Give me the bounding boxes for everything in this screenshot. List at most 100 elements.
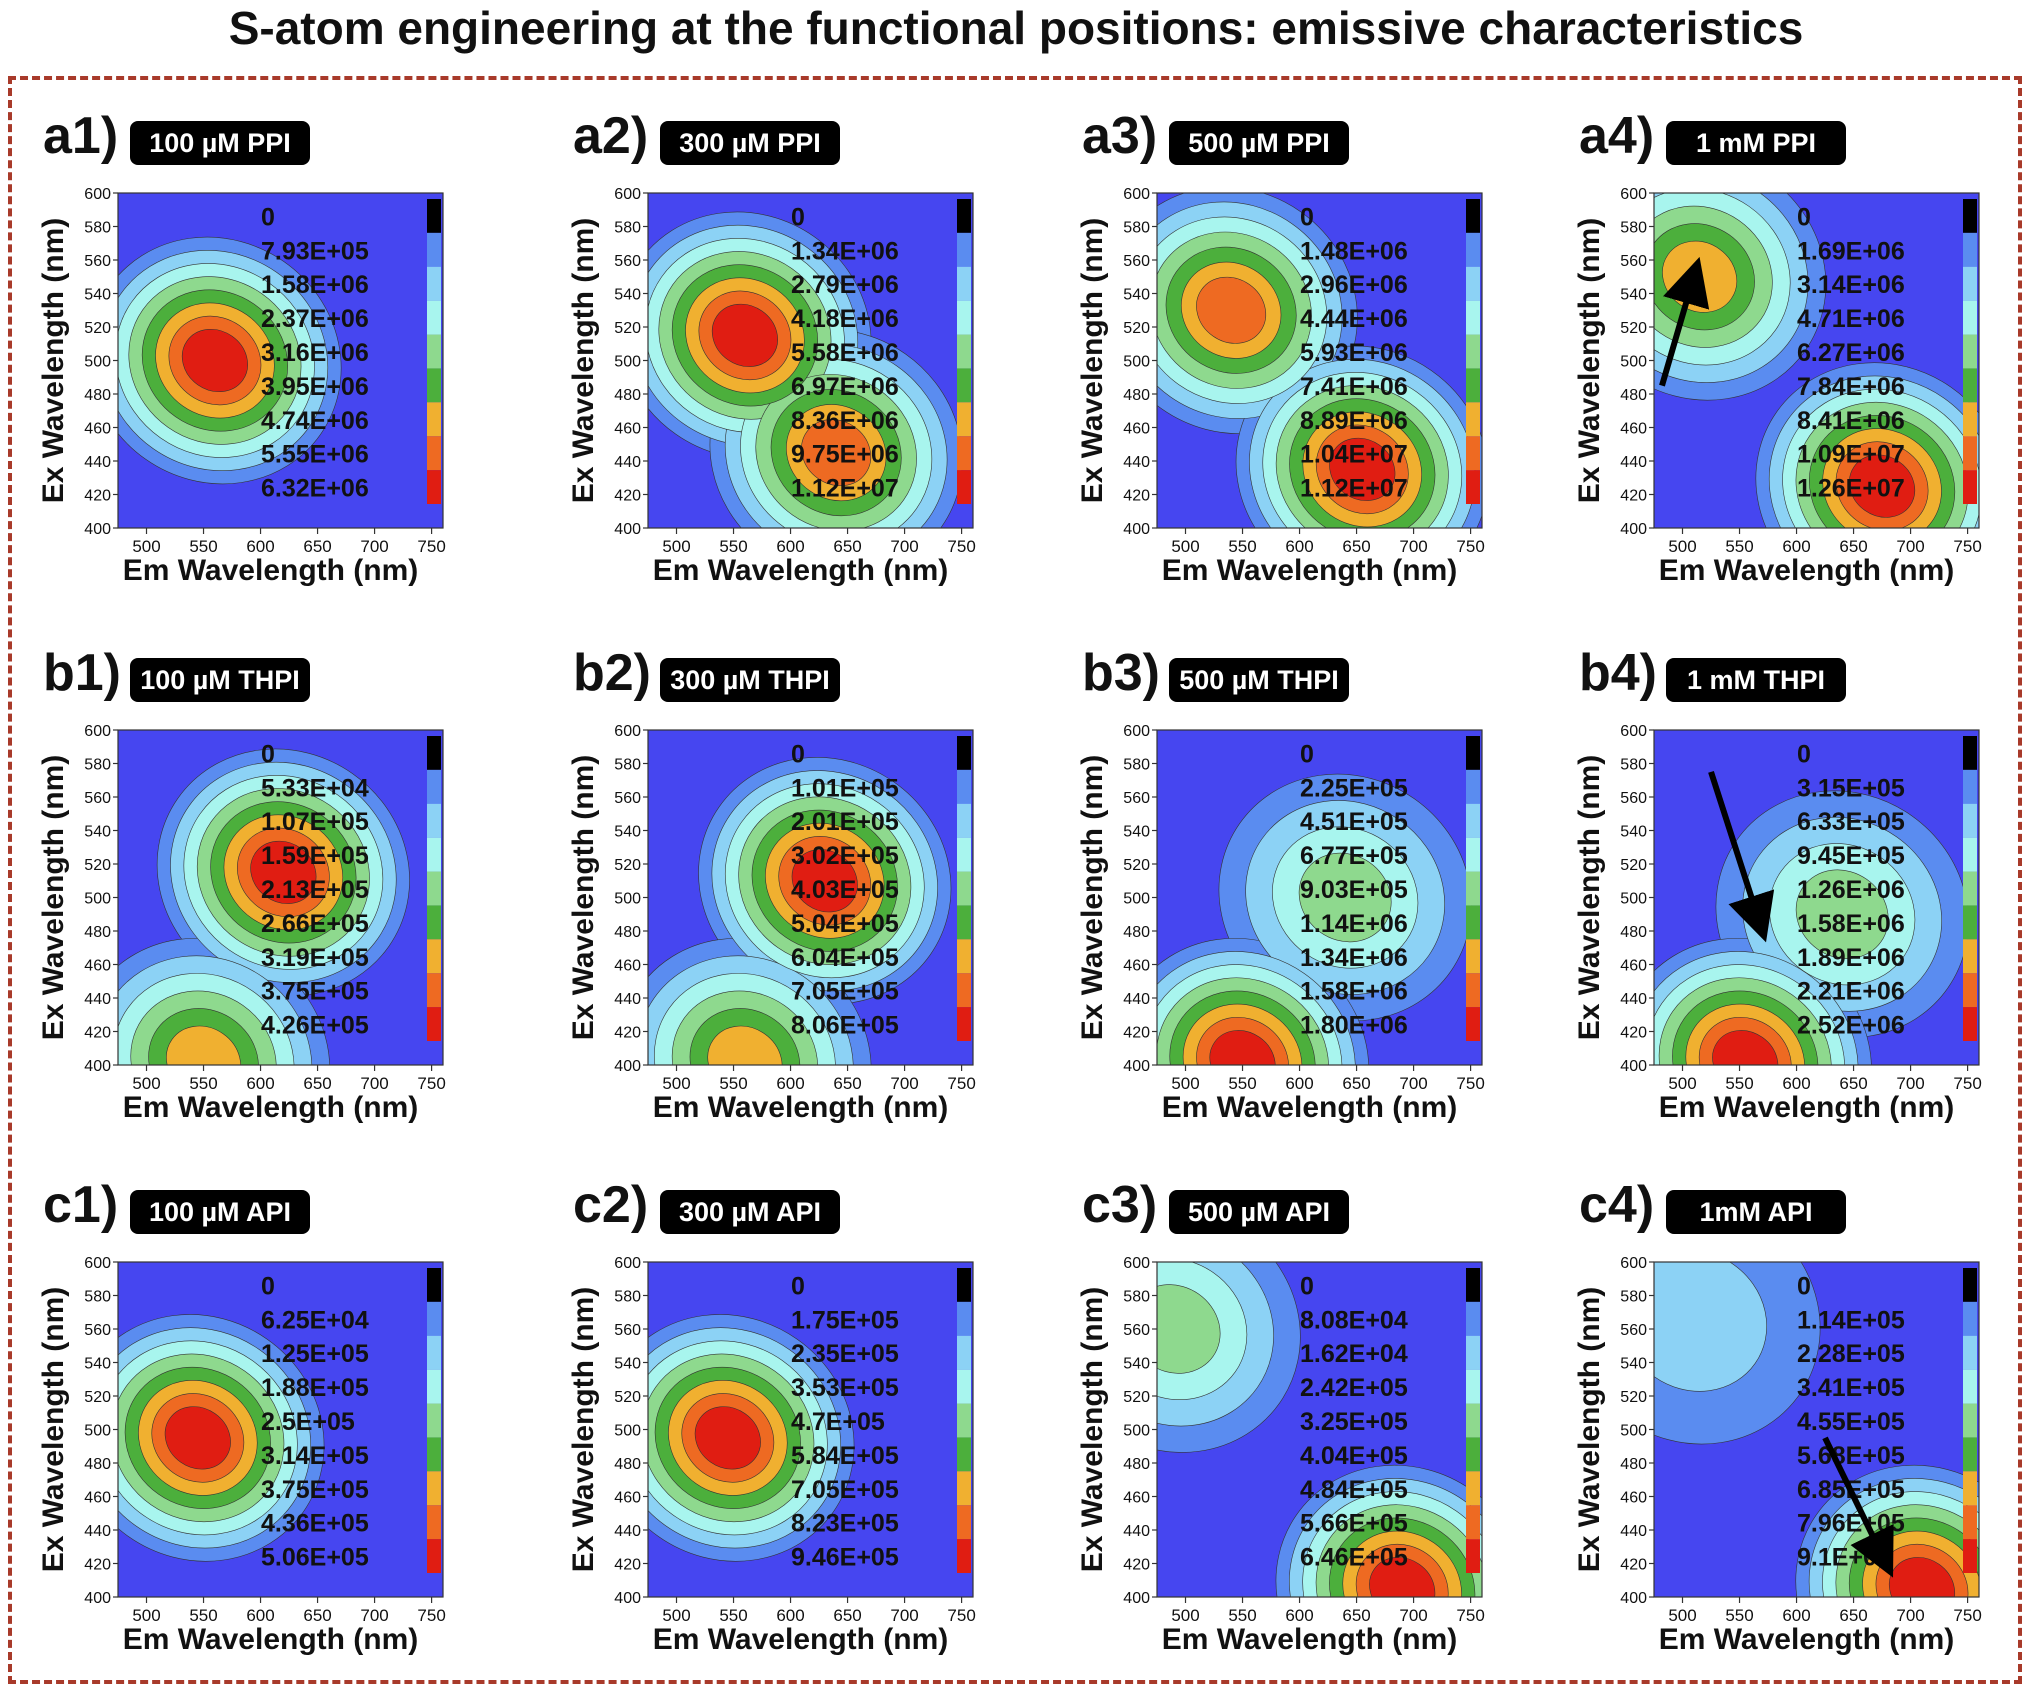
legend-level-label: 5.68E+05 [1797,1442,1905,1470]
legend-level-label: 5.04E+05 [791,910,899,938]
x-tick-label: 750 [1953,537,1981,556]
panel-a3: 0 1.48E+06 2.96E+06 4.44E+06 5.93E+06 7.41E+0… [1076,107,1485,587]
x-tick-label: 650 [1342,1606,1370,1625]
legend-level-label: 4.44E+06 [1300,305,1408,333]
colorbar-swatch [1963,803,1977,838]
legend-level-label: 4.36E+05 [261,1510,369,1538]
colorbar-swatch [1963,470,1977,504]
legend-level-label: 2.96E+06 [1300,271,1408,299]
legend-level-label: 0 [1300,1272,1314,1300]
legend-level-label: 1.58E+06 [1797,910,1905,938]
colorbar-swatch [1963,266,1977,301]
page-title: S-atom engineering at the functional pos… [228,2,1804,54]
y-tick-label: 480 [1620,1456,1647,1473]
legend-level-label: 6.97E+06 [791,373,899,401]
legend-level-label: 2.13E+05 [261,876,369,904]
sample-label-box [1169,658,1349,702]
legend-level-label: 3.19E+05 [261,944,369,972]
y-axis-label: Ex Wavelength (nm) [1573,218,1606,504]
contour-level-8-peak-1 [1329,437,1396,501]
colorbar-swatch [1466,1268,1480,1302]
y-tick-label: 440 [1123,991,1150,1008]
y-tick-label: 520 [614,1389,641,1406]
sample-label: 300 µM PPI [679,128,821,158]
colorbar-swatch [427,334,441,369]
colorbar-swatch [427,266,441,301]
panel-label: a3) [1082,107,1157,165]
y-tick-label: 540 [1620,287,1647,304]
legend-level-label: 3.95E+06 [261,373,369,401]
y-axis-label: Ex Wavelength (nm) [37,1287,70,1573]
x-tick-label: 650 [833,1606,861,1625]
colorbar-swatch [1963,1007,1977,1041]
y-tick-label: 560 [1123,1322,1150,1339]
colorbar-swatch [1963,1301,1977,1336]
y-tick-label: 540 [1123,1356,1150,1373]
colorbar-swatch [427,1403,441,1438]
y-tick-label: 400 [84,521,111,538]
colorbar-swatch [1466,334,1480,369]
y-tick-label: 600 [84,1255,111,1272]
y-tick-label: 420 [1123,488,1150,505]
y-tick-label: 600 [1620,1255,1647,1272]
y-tick-label: 460 [1123,958,1150,975]
colorbar-swatch [1963,769,1977,804]
legend-level-label: 9.75E+06 [791,441,899,469]
panel-c1: 0 6.25E+04 1.25E+05 1.88E+05 2.5E+05 3.14E+05… [37,1176,446,1656]
y-tick-label: 420 [1620,1557,1647,1574]
colorbar-swatch [957,1471,971,1506]
y-tick-label: 500 [1620,891,1647,908]
colorbar-swatch [957,1335,971,1370]
panel-label: b2) [573,644,651,702]
x-tick-label: 600 [776,1074,804,1093]
legend-level-label: 6.04E+05 [791,944,899,972]
y-tick-label: 500 [1123,354,1150,371]
x-tick-label: 700 [1896,1074,1924,1093]
legend-level-label: 6.32E+06 [261,475,369,503]
y-tick-label: 440 [84,454,111,471]
x-tick-label: 700 [1399,537,1427,556]
legend-level-label: 2.52E+06 [1797,1012,1905,1040]
legend-level-label: 1.14E+05 [1797,1306,1905,1334]
y-tick-label: 540 [614,824,641,841]
y-tick-label: 420 [1123,1557,1150,1574]
legend-level-label: 1.26E+06 [1797,876,1905,904]
legend-level-label: 3.41E+05 [1797,1374,1905,1402]
legend-level-label: 1.34E+06 [1300,944,1408,972]
y-tick-label: 500 [614,354,641,371]
y-tick-label: 400 [1620,1058,1647,1075]
contour-level-8-peak-0 [711,303,778,367]
x-tick-label: 550 [1725,537,1753,556]
legend-level-label: 2.79E+06 [791,271,899,299]
colorbar-swatch [957,402,971,437]
x-axis-label: Em Wavelength (nm) [1659,1091,1955,1124]
x-tick-label: 750 [417,537,445,556]
contour-level-8-peak-1 [1209,1030,1276,1065]
y-tick-label: 520 [1620,320,1647,337]
y-tick-label: 580 [84,220,111,237]
y-tick-label: 580 [1123,1289,1150,1306]
y-axis-label: Ex Wavelength (nm) [1573,1287,1606,1573]
legend-level-label: 3.16E+06 [261,339,369,367]
y-tick-label: 560 [614,1322,641,1339]
y-tick-label: 440 [1620,454,1647,471]
colorbar-swatch [427,300,441,335]
contour-level-4-peak-0 [1157,1284,1221,1374]
legend-level-label: 0 [791,1272,805,1300]
panel-label: b3) [1082,644,1160,702]
colorbar-swatch [1963,1369,1977,1404]
contour-level-8-peak-1 [1849,454,1916,518]
legend-level-label: 4.74E+06 [261,407,369,435]
y-tick-label: 460 [1123,1490,1150,1507]
y-tick-label: 460 [1123,421,1150,438]
x-tick-label: 600 [776,537,804,556]
legend-level-label: 4.7E+05 [791,1408,885,1436]
y-tick-label: 480 [1123,924,1150,941]
y-tick-label: 480 [84,924,111,941]
y-tick-label: 540 [1620,1356,1647,1373]
colorbar-swatch [427,1505,441,1540]
colorbar-swatch [1466,1539,1480,1573]
colorbar-swatch [427,973,441,1008]
y-axis-label: Ex Wavelength (nm) [1573,755,1606,1041]
y-tick-label: 400 [84,1590,111,1607]
